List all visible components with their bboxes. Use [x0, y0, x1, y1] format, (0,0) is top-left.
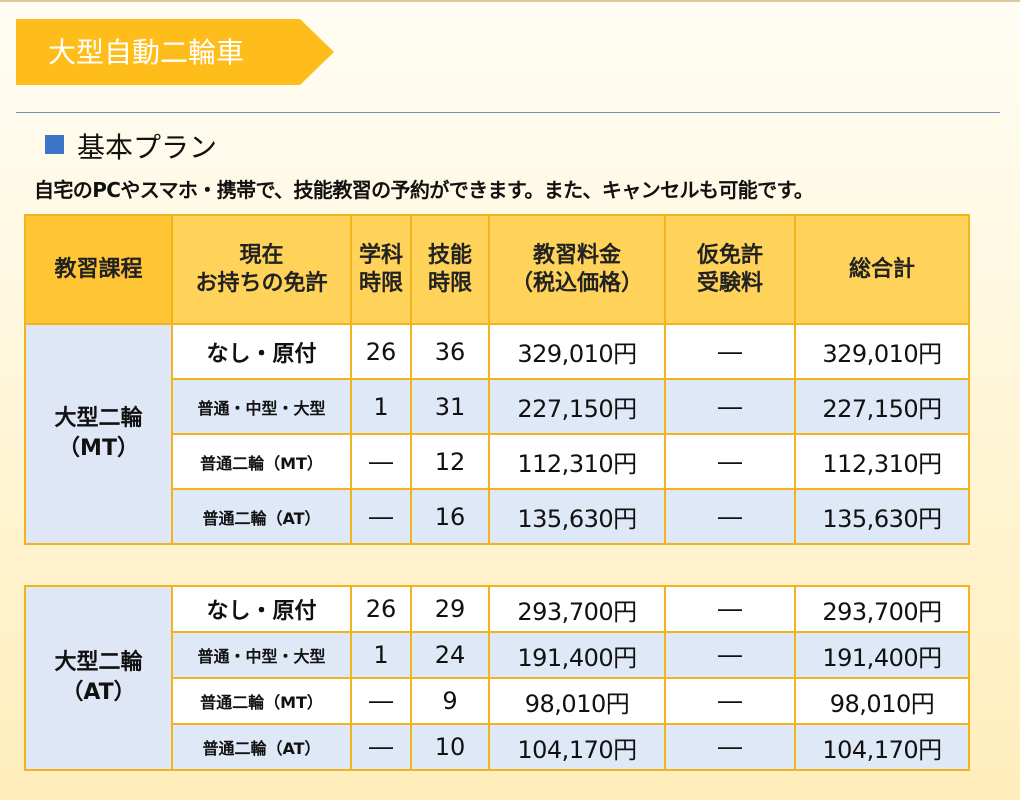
academic-cell: ― [350, 677, 412, 725]
table-row: 普通二輪（MT） ― 12 112,310円 ― 112,310円 [25, 433, 970, 490]
license-cell: なし・原付 [171, 585, 352, 633]
skill-cell: 36 [410, 323, 490, 380]
academic-cell: 1 [350, 631, 412, 679]
course-cell-mt: 大型二輪 （MT） [24, 323, 173, 545]
academic-cell: ― [350, 488, 412, 545]
header-fee: 教習料金 （税込価格） [488, 214, 666, 325]
license-cell: 普通二輪（MT） [171, 433, 352, 490]
academic-cell: 26 [350, 585, 412, 633]
exam-cell: ― [664, 433, 796, 490]
table-row: 普通二輪（AT） ― 10 104,170円 ― 104,170円 [25, 723, 970, 771]
table-row: 大型二輪 （MT） なし・原付 26 36 329,010円 ― 329,010円 [24, 323, 970, 545]
section-divider [16, 112, 1000, 113]
academic-cell: ― [350, 433, 412, 490]
plan-description: 自宅のPCやスマホ・携帯で、技能教習の予約ができます。また、キャンセルも可能です… [34, 178, 814, 202]
table-row: 普通二輪（AT） ― 16 135,630円 ― 135,630円 [25, 488, 970, 545]
license-cell: 普通二輪（AT） [171, 723, 352, 771]
fee-cell: 112,310円 [488, 433, 666, 490]
top-divider [0, 0, 1020, 2]
exam-cell: ― [664, 488, 796, 545]
exam-cell: ― [664, 378, 796, 435]
skill-cell: 9 [410, 677, 490, 725]
header-academic-hours: 学科 時限 [350, 214, 412, 325]
academic-cell: ― [350, 723, 412, 771]
section-title: 大型自動二輪車 [48, 36, 245, 69]
header-total: 総合計 [794, 214, 970, 325]
header-course: 教習課程 [24, 214, 173, 325]
price-table-mt: 教習課程 現在 お持ちの免許 学科 時限 技能 時限 教習料金 （税込価格） 仮免許 受験… [24, 214, 970, 545]
course-cell-at: 大型二輪 （AT） [24, 585, 173, 771]
skill-cell: 24 [410, 631, 490, 679]
table-header-row: 教習課程 現在 お持ちの免許 学科 時限 技能 時限 教習料金 （税込価格） 仮免許 受験… [24, 214, 970, 325]
fee-cell: 98,010円 [488, 677, 666, 725]
license-cell: 普通・中型・大型 [171, 378, 352, 435]
section-banner [16, 19, 334, 85]
license-cell: なし・原付 [171, 323, 352, 380]
fee-cell: 227,150円 [488, 378, 666, 435]
exam-cell: ― [664, 585, 796, 633]
skill-cell: 16 [410, 488, 490, 545]
fee-cell: 135,630円 [488, 488, 666, 545]
skill-cell: 31 [410, 378, 490, 435]
skill-cell: 10 [410, 723, 490, 771]
academic-cell: 1 [350, 378, 412, 435]
total-cell: 112,310円 [794, 433, 970, 490]
skill-cell: 12 [410, 433, 490, 490]
total-cell: 293,700円 [794, 585, 970, 633]
total-cell: 104,170円 [794, 723, 970, 771]
skill-cell: 29 [410, 585, 490, 633]
exam-cell: ― [664, 677, 796, 725]
total-cell: 191,400円 [794, 631, 970, 679]
total-cell: 135,630円 [794, 488, 970, 545]
fee-cell: 191,400円 [488, 631, 666, 679]
fee-cell: 104,170円 [488, 723, 666, 771]
table-row: 普通・中型・大型 1 24 191,400円 ― 191,400円 [25, 631, 970, 679]
fee-cell: 329,010円 [488, 323, 666, 380]
square-bullet-icon [45, 135, 64, 154]
fee-cell: 293,700円 [488, 585, 666, 633]
exam-cell: ― [664, 631, 796, 679]
table-row: 普通・中型・大型 1 31 227,150円 ― 227,150円 [25, 378, 970, 435]
header-license: 現在 お持ちの免許 [171, 214, 352, 325]
exam-cell: ― [664, 323, 796, 380]
header-exam-fee: 仮免許 受験料 [664, 214, 796, 325]
table-row: 普通二輪（MT） ― 9 98,010円 ― 98,010円 [25, 677, 970, 725]
license-cell: 普通・中型・大型 [171, 631, 352, 679]
header-skill-hours: 技能 時限 [410, 214, 490, 325]
academic-cell: 26 [350, 323, 412, 380]
price-table-at: 大型二輪 （AT） なし・原付 26 29 293,700円 ― 293,700円… [24, 585, 970, 771]
total-cell: 98,010円 [794, 677, 970, 725]
total-cell: 329,010円 [794, 323, 970, 380]
license-cell: 普通二輪（MT） [171, 677, 352, 725]
license-cell: 普通二輪（AT） [171, 488, 352, 545]
plan-title: 基本プラン [77, 131, 218, 164]
total-cell: 227,150円 [794, 378, 970, 435]
exam-cell: ― [664, 723, 796, 771]
table-row: 大型二輪 （AT） なし・原付 26 29 293,700円 ― 293,700円 [24, 585, 970, 771]
